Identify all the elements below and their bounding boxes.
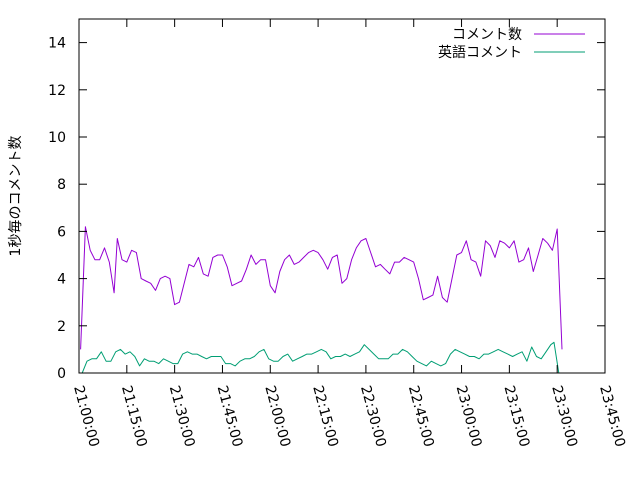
x-tick-label: 21:00:00 xyxy=(70,384,102,449)
x-tick-label: 22:30:00 xyxy=(357,384,389,449)
y-tick-label: 0 xyxy=(57,366,66,382)
x-tick-label: 23:00:00 xyxy=(453,384,485,449)
x-tick-label: 23:30:00 xyxy=(548,384,580,449)
x-tick-label: 21:30:00 xyxy=(166,384,198,449)
x-tick-label: 22:15:00 xyxy=(309,384,341,449)
x-tick-label: 22:00:00 xyxy=(261,384,293,449)
y-tick-label: 10 xyxy=(48,130,66,146)
legend-label: 英語コメント xyxy=(438,44,522,61)
y-tick-label: 14 xyxy=(48,36,66,52)
y-tick-label: 2 xyxy=(57,319,66,335)
plot-frame xyxy=(78,18,606,374)
series-line-1 xyxy=(80,226,563,350)
y-tick-label: 6 xyxy=(57,224,66,240)
y-axis: 0 2 4 6 8 10 12 14 xyxy=(48,36,605,382)
y-tick-label: 8 xyxy=(57,177,66,193)
x-tick-label: 23:45:00 xyxy=(596,384,628,449)
y-axis-label: 1秒毎のコメント数 xyxy=(8,136,24,257)
x-tick-label: 23:15:00 xyxy=(500,384,532,449)
y-tick-label: 4 xyxy=(57,272,66,288)
x-tick-label: 21:45:00 xyxy=(214,384,246,449)
x-tick-label: 22:45:00 xyxy=(405,384,437,449)
x-axis: 21:00:00 21:15:00 21:30:00 21:45:00 22:00:00… xyxy=(70,19,628,449)
x-tick-label: 21:15:00 xyxy=(118,384,150,449)
series-line-2 xyxy=(81,341,560,374)
legend-label: コメント数 xyxy=(452,27,522,43)
plot-lines xyxy=(80,226,563,374)
y-tick-label: 12 xyxy=(48,83,66,99)
